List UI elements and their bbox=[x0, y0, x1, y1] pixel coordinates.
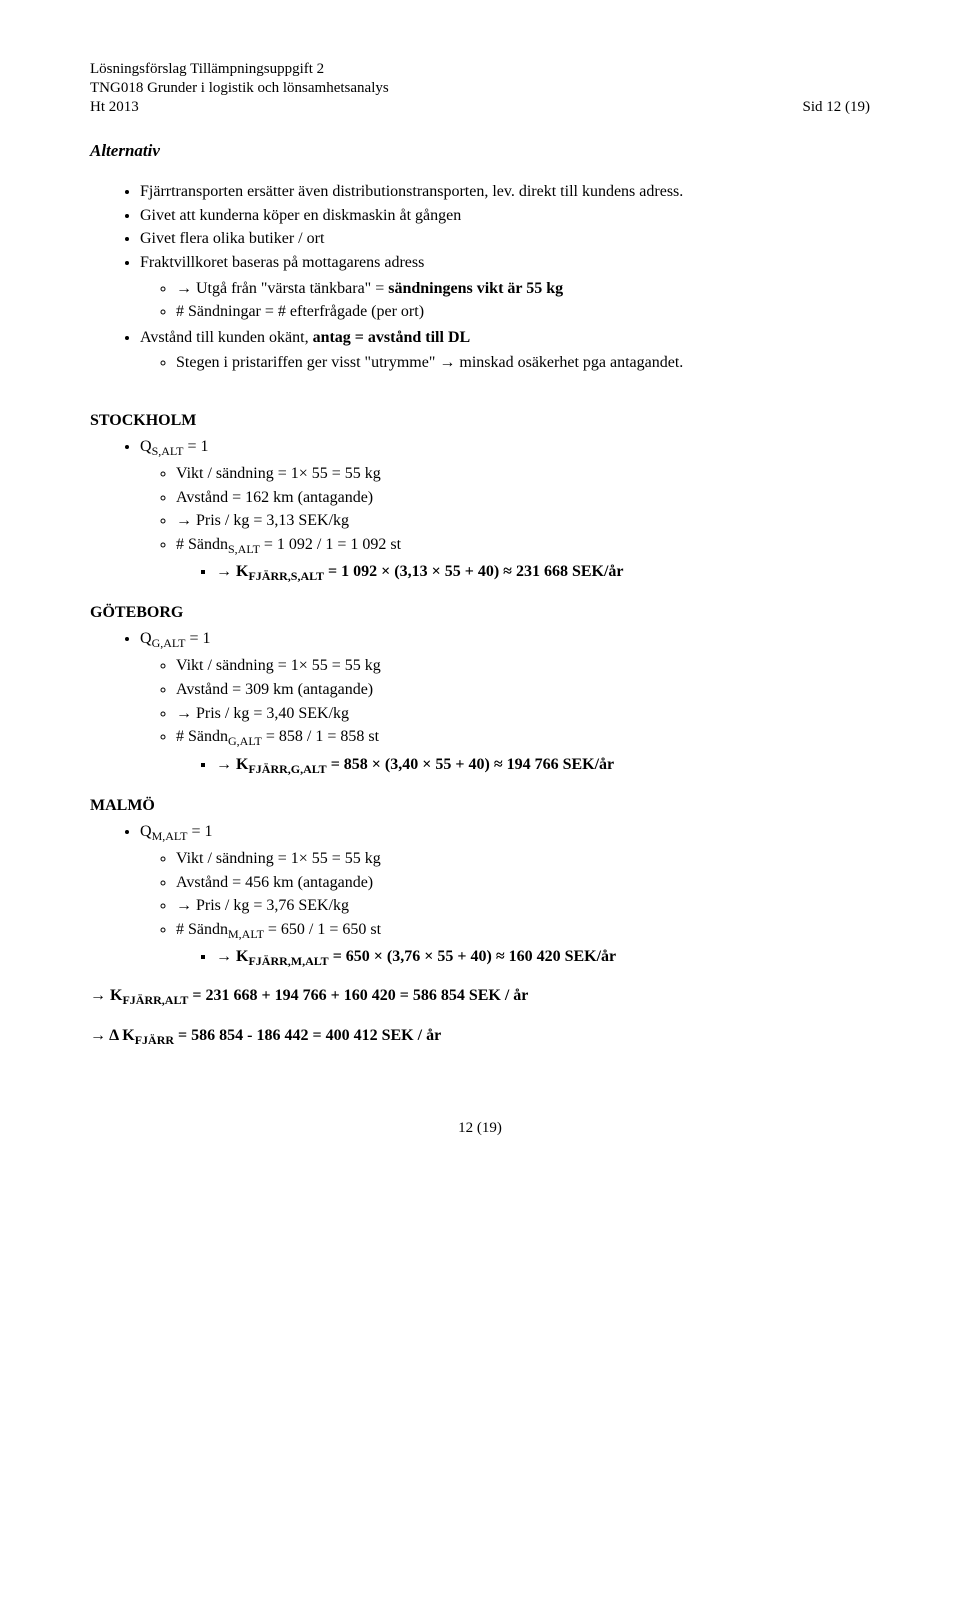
list-item: # SändnG,ALT = 858 / 1 = 858 st → KFJÄRR… bbox=[176, 726, 870, 777]
goteborg-list: QG,ALT = 1 Vikt / sändning = 1× 55 = 55 … bbox=[90, 628, 870, 777]
bullet-text: Avstånd till kunden okänt, antag = avstå… bbox=[140, 329, 470, 346]
list-item: # Sändningar = # efterfrågade (per ort) bbox=[176, 301, 870, 323]
list-item: # SändnS,ALT = 1 092 / 1 = 1 092 st → KF… bbox=[176, 534, 870, 585]
list-item: → KFJÄRR,G,ALT = 858 × (3,40 × 55 + 40) … bbox=[216, 754, 870, 777]
q-expr: QG,ALT = 1 bbox=[140, 630, 210, 647]
list-item: → KFJÄRR,M,ALT = 650 × (3,76 × 55 + 40) … bbox=[216, 946, 870, 969]
bullet-text: → Utgå från "värsta tänkbara" = sändning… bbox=[176, 280, 563, 297]
list-item: → Pris / kg = 3,13 SEK/kg bbox=[176, 510, 870, 532]
list-item: QS,ALT = 1 Vikt / sändning = 1× 55 = 55 … bbox=[140, 436, 870, 585]
malmo-list: QM,ALT = 1 Vikt / sändning = 1× 55 = 55 … bbox=[90, 821, 870, 970]
list-item: Stegen i pristariffen ger visst "utrymme… bbox=[176, 352, 870, 374]
bullet-text: Fraktvillkoret baseras på mottagarens ad… bbox=[140, 254, 424, 271]
sandn-expr: # SändnM,ALT = 650 / 1 = 650 st bbox=[176, 921, 381, 938]
list-item: → Pris / kg = 3,76 SEK/kg bbox=[176, 895, 870, 917]
list-item: Givet flera olika butiker / ort bbox=[140, 228, 870, 250]
k-result: → KFJÄRR,M,ALT = 650 × (3,76 × 55 + 40) … bbox=[216, 948, 616, 965]
list-item: → Utgå från "värsta tänkbara" = sändning… bbox=[176, 278, 870, 300]
list-item: Avstånd = 162 km (antagande) bbox=[176, 487, 870, 509]
page-footer: 12 (19) bbox=[90, 1118, 870, 1138]
top-bullet-list: Fjärrtransporten ersätter även distribut… bbox=[90, 181, 870, 374]
list-item: Vikt / sändning = 1× 55 = 55 kg bbox=[176, 848, 870, 870]
delta-equation: → Δ KFJÄRR = 586 854 - 186 442 = 400 412… bbox=[90, 1025, 870, 1048]
city-malmo: MALMÖ bbox=[90, 795, 870, 817]
city-stockholm: STOCKHOLM bbox=[90, 410, 870, 432]
list-item: Vikt / sändning = 1× 55 = 55 kg bbox=[176, 655, 870, 677]
sandn-expr: # SändnG,ALT = 858 / 1 = 858 st bbox=[176, 728, 379, 745]
sum-equation: → KFJÄRR,ALT = 231 668 + 194 766 + 160 4… bbox=[90, 985, 870, 1008]
k-result: → KFJÄRR,G,ALT = 858 × (3,40 × 55 + 40) … bbox=[216, 756, 614, 773]
list-item: → KFJÄRR,S,ALT = 1 092 × (3,13 × 55 + 40… bbox=[216, 561, 870, 584]
list-item: # SändnM,ALT = 650 / 1 = 650 st → KFJÄRR… bbox=[176, 919, 870, 970]
header-page: Sid 12 (19) bbox=[803, 98, 871, 117]
list-item: Givet att kunderna köper en diskmaskin å… bbox=[140, 205, 870, 227]
list-item: Avstånd till kunden okänt, antag = avstå… bbox=[140, 327, 870, 374]
header-line1: Lösningsförslag Tillämpningsuppgift 2 bbox=[90, 60, 870, 79]
list-item: Avstånd = 456 km (antagande) bbox=[176, 872, 870, 894]
list-item: Avstånd = 309 km (antagande) bbox=[176, 679, 870, 701]
list-item: → Pris / kg = 3,40 SEK/kg bbox=[176, 703, 870, 725]
stockholm-list: QS,ALT = 1 Vikt / sändning = 1× 55 = 55 … bbox=[90, 436, 870, 585]
list-item: Vikt / sändning = 1× 55 = 55 kg bbox=[176, 463, 870, 485]
k-result: → KFJÄRR,S,ALT = 1 092 × (3,13 × 55 + 40… bbox=[216, 563, 624, 580]
alternativ-title: Alternativ bbox=[90, 140, 870, 163]
q-expr: QM,ALT = 1 bbox=[140, 823, 213, 840]
sandn-expr: # SändnS,ALT = 1 092 / 1 = 1 092 st bbox=[176, 536, 401, 553]
list-item: Fjärrtransporten ersätter även distribut… bbox=[140, 181, 870, 203]
list-item: Fraktvillkoret baseras på mottagarens ad… bbox=[140, 252, 870, 323]
header-term: Ht 2013 bbox=[90, 98, 139, 117]
page-header: Lösningsförslag Tillämpningsuppgift 2 TN… bbox=[90, 60, 870, 116]
list-item: QM,ALT = 1 Vikt / sändning = 1× 55 = 55 … bbox=[140, 821, 870, 970]
city-goteborg: GÖTEBORG bbox=[90, 602, 870, 624]
q-expr: QS,ALT = 1 bbox=[140, 438, 209, 455]
header-line2: TNG018 Grunder i logistik och lönsamhets… bbox=[90, 79, 870, 98]
list-item: QG,ALT = 1 Vikt / sändning = 1× 55 = 55 … bbox=[140, 628, 870, 777]
